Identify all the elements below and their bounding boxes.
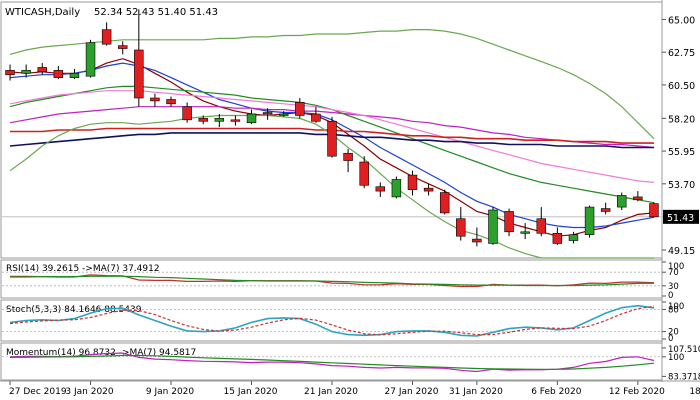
indicator-tick-label: 70 — [668, 268, 679, 278]
price-tick-label: 65.00 — [668, 15, 695, 26]
price-tick-label: 55.95 — [668, 147, 695, 158]
candle-body — [230, 119, 241, 122]
candle-body — [584, 206, 595, 236]
indicator-tick-label: 100 — [668, 302, 684, 312]
candle-body — [375, 186, 386, 192]
candle-body — [552, 232, 563, 244]
indicator-tick-label: 100 — [668, 353, 684, 363]
candle-body — [85, 42, 96, 77]
candle-body — [407, 174, 418, 190]
ma-line — [9, 90, 655, 183]
candle-body — [278, 113, 289, 116]
candle-body — [439, 192, 450, 214]
candle-body — [327, 120, 337, 157]
candle-body — [423, 187, 434, 192]
last-price-label-bg — [663, 209, 699, 224]
candle-body — [37, 67, 47, 73]
candle-body — [456, 218, 466, 237]
candle-body — [118, 45, 128, 49]
time-tick-label: 27 Dec 2019 — [9, 387, 67, 397]
time-tick-label: 12 Feb 2020 — [609, 387, 665, 397]
momentum-title: Momentum(14) 96.8732 ->MA(7) 94.5817 — [6, 348, 196, 358]
candle-body — [343, 152, 353, 161]
indicator-tick-label: 80 — [668, 305, 679, 315]
rsi-title: RSI(14) 39.2615 ->MA(7) 37.4912 — [6, 264, 160, 274]
price-tick-label: 49.15 — [668, 246, 695, 257]
candle-body — [214, 118, 225, 122]
chart-ohlc: 52.34 52.43 51.40 51.43 — [94, 7, 218, 18]
candle-body — [633, 196, 643, 201]
candle-body — [134, 49, 144, 99]
indicator-tick-label: 100 — [668, 262, 684, 272]
candle-body — [262, 112, 273, 115]
candle-body — [504, 211, 514, 233]
time-tick-label: 3 Jan 2020 — [65, 387, 113, 397]
indicator-tick-label: 107.5101 — [668, 345, 700, 355]
time-tick-label: 31 Jan 2020 — [449, 387, 503, 397]
candle-body — [69, 72, 80, 78]
indicator-line — [9, 354, 655, 370]
indicator-tick-label: 0 — [668, 291, 673, 301]
candle-body — [600, 208, 611, 212]
candle-body — [472, 238, 482, 243]
candle-body — [520, 231, 530, 234]
time-tick-label: 27 Jan 2020 — [385, 387, 439, 397]
indicator-tick-label: 0 — [668, 334, 673, 344]
indicator-tick-label: 30 — [668, 282, 679, 292]
candle-body — [246, 113, 257, 124]
candle-body — [295, 102, 305, 116]
candle-body — [391, 179, 402, 198]
candle-body — [5, 70, 15, 76]
time-tick-label: 18 Feb 2020 — [689, 387, 700, 397]
indicator-tick-label: 20 — [668, 328, 679, 338]
candle-body — [359, 161, 369, 186]
indicator-line — [10, 275, 655, 287]
candle-body — [311, 113, 321, 122]
price-tick-label: 58.20 — [668, 114, 695, 125]
time-tick-label: 6 Feb 2020 — [531, 387, 582, 397]
time-tick-label: 9 Jan 2020 — [146, 387, 194, 397]
price-tick-label: 62.75 — [668, 48, 695, 59]
candle-body — [166, 99, 176, 105]
stoch-title: Stoch(5,3,3) 84.1646 88.5439 — [6, 305, 142, 315]
chart-symbol: WTICASH,Daily — [5, 7, 80, 18]
time-tick-label: 15 Jan 2020 — [224, 387, 278, 397]
price-tick-label: 60.50 — [668, 81, 695, 92]
candle-body — [617, 195, 627, 208]
ma-line — [9, 29, 655, 140]
candle-body — [182, 106, 192, 121]
candle-body — [53, 70, 64, 78]
price-tick-label: 53.70 — [668, 180, 695, 191]
last-price-label: 51.43 — [667, 213, 694, 224]
candle-body — [488, 209, 498, 244]
candle-body — [568, 234, 579, 241]
candle-body — [649, 203, 659, 218]
indicator-line — [9, 304, 655, 337]
candle-body — [101, 29, 112, 45]
candle-body — [198, 118, 208, 122]
ma-line — [9, 106, 655, 149]
candle-body — [150, 97, 160, 102]
candle-body — [536, 218, 546, 234]
candle-body — [21, 70, 31, 74]
indicator-tick-label: 83.3718 — [668, 372, 700, 382]
time-tick-label: 21 Jan 2020 — [304, 387, 358, 397]
